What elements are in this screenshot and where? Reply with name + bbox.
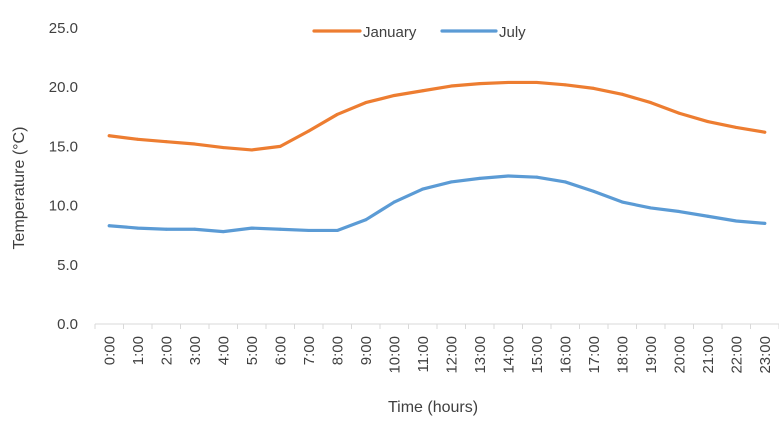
- y-axis-ticks: 0.0 5.0 10.0 15.0 20.0 25.0: [49, 20, 78, 333]
- data-point-july: [620, 200, 624, 204]
- data-point-july: [335, 228, 339, 232]
- data-point-january: [421, 89, 425, 93]
- legend: January July: [312, 24, 526, 41]
- legend-label-july: July: [499, 24, 526, 41]
- y-tick-label: 20.0: [49, 79, 78, 96]
- data-point-july: [734, 219, 738, 223]
- data-point-january: [221, 146, 225, 150]
- y-tick-label: 25.0: [49, 20, 78, 37]
- data-point-january: [193, 142, 197, 146]
- x-axis-ticks: 0:00 1:00 2:00 3:00 4:00 5:00 6:00 7:00 8:00 9:00…: [94, 324, 779, 374]
- data-point-january: [649, 101, 653, 105]
- data-point-july: [193, 227, 197, 231]
- data-point-july: [649, 206, 653, 210]
- legend-label-january: January: [363, 24, 417, 41]
- data-point-january: [335, 112, 339, 116]
- data-point-january: [136, 137, 140, 141]
- x-tick-label: 13:00: [472, 336, 489, 374]
- y-tick-label: 5.0: [57, 257, 78, 274]
- x-tick-label: 12:00: [443, 336, 460, 374]
- data-point-july: [364, 218, 368, 222]
- x-tick-label: 3:00: [187, 336, 204, 365]
- x-tick-label: 15:00: [529, 336, 546, 374]
- data-point-january: [307, 129, 311, 133]
- y-axis-title: Temperature (°C): [11, 127, 28, 250]
- x-tick-label: 0:00: [101, 336, 118, 365]
- x-tick-label: 18:00: [614, 336, 631, 374]
- data-point-july: [478, 176, 482, 180]
- data-point-july: [392, 200, 396, 204]
- y-tick-label: 10.0: [49, 198, 78, 215]
- x-tick-label: 4:00: [215, 336, 232, 365]
- data-point-july: [221, 230, 225, 234]
- data-point-january: [763, 130, 767, 134]
- series-line-july: [107, 174, 767, 234]
- x-tick-label: 10:00: [386, 336, 403, 374]
- series-lines: [107, 80, 767, 234]
- data-point-january: [364, 101, 368, 105]
- data-point-january: [506, 80, 510, 84]
- x-tick-label: 5:00: [244, 336, 261, 365]
- data-point-january: [478, 82, 482, 86]
- data-point-january: [677, 111, 681, 115]
- data-point-january: [706, 120, 710, 124]
- data-point-july: [449, 180, 453, 184]
- x-tick-label: 2:00: [158, 336, 175, 365]
- data-point-january: [563, 83, 567, 87]
- x-tick-label: 14:00: [500, 336, 517, 374]
- data-point-july: [250, 226, 254, 230]
- data-point-july: [164, 227, 168, 231]
- data-point-july: [592, 189, 596, 193]
- data-point-july: [763, 221, 767, 225]
- x-tick-label: 22:00: [728, 336, 745, 374]
- x-tick-label: 20:00: [671, 336, 688, 374]
- data-point-july: [278, 227, 282, 231]
- data-point-january: [278, 144, 282, 148]
- data-point-july: [506, 174, 510, 178]
- data-point-july: [706, 214, 710, 218]
- data-point-january: [107, 134, 111, 138]
- data-point-july: [136, 226, 140, 230]
- data-point-january: [250, 148, 254, 152]
- data-point-january: [392, 93, 396, 97]
- series-line-january: [107, 80, 767, 152]
- x-tick-label: 16:00: [557, 336, 574, 374]
- x-tick-label: 1:00: [130, 336, 147, 365]
- x-tick-label: 8:00: [329, 336, 346, 365]
- data-point-july: [307, 228, 311, 232]
- y-tick-label: 0.0: [57, 316, 78, 333]
- data-point-july: [563, 180, 567, 184]
- data-point-january: [535, 80, 539, 84]
- x-tick-label: 19:00: [643, 336, 660, 374]
- data-point-january: [592, 86, 596, 90]
- data-point-january: [449, 84, 453, 88]
- data-point-january: [620, 92, 624, 96]
- x-tick-label: 11:00: [415, 336, 432, 372]
- x-tick-label: 21:00: [700, 336, 717, 374]
- data-point-january: [164, 140, 168, 144]
- x-tick-label: 6:00: [272, 336, 289, 365]
- x-tick-label: 17:00: [586, 336, 603, 374]
- data-point-july: [677, 210, 681, 214]
- y-tick-label: 15.0: [49, 138, 78, 155]
- x-axis-title: Time (hours): [388, 399, 478, 416]
- x-tick-label: 7:00: [301, 336, 318, 365]
- data-point-january: [734, 125, 738, 129]
- data-point-july: [421, 187, 425, 191]
- x-tick-label: 9:00: [358, 336, 375, 365]
- x-tick-label: 23:00: [757, 336, 774, 374]
- data-point-july: [535, 175, 539, 179]
- data-point-july: [107, 224, 111, 228]
